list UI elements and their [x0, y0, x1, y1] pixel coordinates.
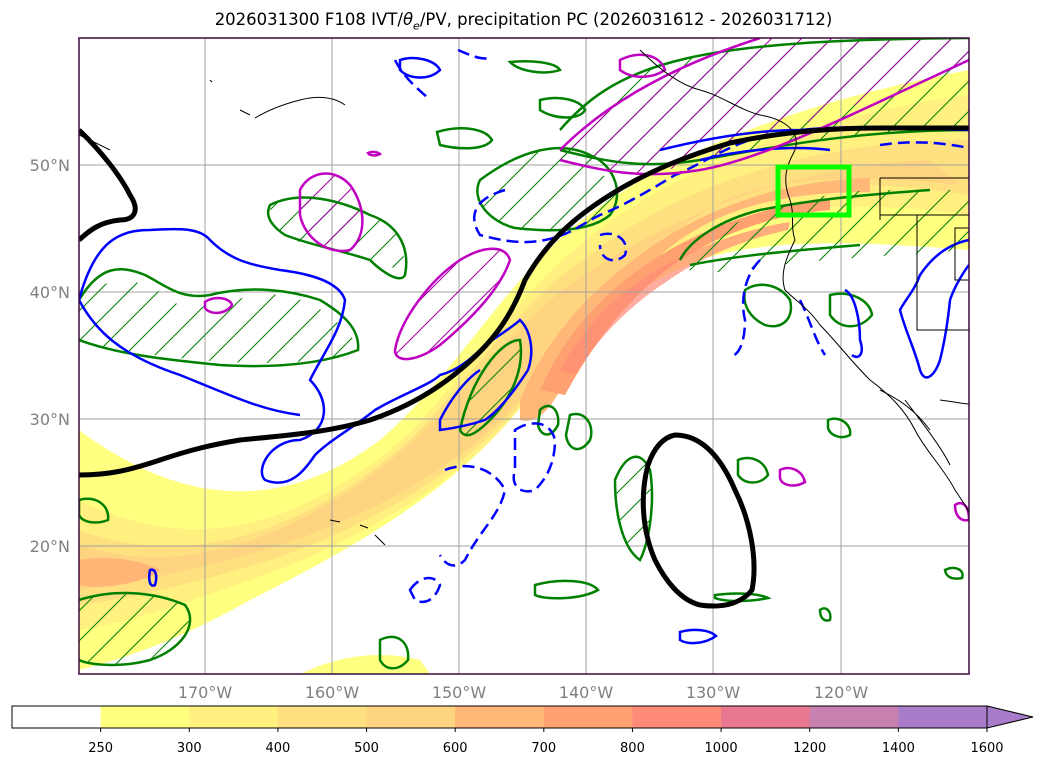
- blue-contours: [79, 56, 969, 645]
- colorbar-label: 1000: [705, 741, 738, 756]
- hatch-region-magenta-c: [395, 248, 510, 360]
- ivt-band-700: [540, 198, 830, 395]
- lon-label: 130°W: [686, 683, 741, 702]
- colorbar-cell: [366, 706, 456, 728]
- title-prefix: 2026031300 F108 IVT/: [214, 10, 403, 29]
- colorbar-label: 700: [531, 741, 556, 756]
- hatch-region-magenta-w: [300, 173, 363, 251]
- colorbar-cell: [277, 706, 368, 728]
- colorbar-labels: 250 300 400 500 600 700 800 1000 1200 1400 1600: [88, 728, 1004, 756]
- lat-label: 50°N: [30, 156, 70, 175]
- colorbar-cell: [12, 706, 102, 728]
- lon-label: 160°W: [305, 683, 360, 702]
- colorbar-label: 500: [354, 741, 379, 756]
- colorbar-label: 300: [177, 741, 202, 756]
- colorbar-label: 1600: [970, 741, 1003, 756]
- ivt-band-600: [520, 178, 870, 421]
- colorbar-cell: [721, 706, 811, 728]
- colorbar-cells: [12, 706, 988, 728]
- lon-label: 170°W: [178, 683, 233, 702]
- colorbar-cell: [809, 706, 899, 728]
- title-suffix: /PV, precipitation PC (2026031612 - 2026…: [419, 10, 833, 29]
- colorbar-cell: [898, 706, 988, 728]
- colorbar-cell: [189, 706, 279, 728]
- hatch-region-sw: [79, 593, 191, 665]
- ivt-band-800: [560, 222, 790, 375]
- lon-label: 140°W: [559, 683, 614, 702]
- lat-label: 20°N: [30, 537, 70, 556]
- colorbar-label: 250: [88, 741, 113, 756]
- hatch-region-west: [79, 281, 360, 363]
- hatch-region-center: [460, 340, 521, 436]
- lon-labels: 170°W 160°W 150°W 140°W 130°W 120°W: [178, 683, 869, 702]
- colorbar-cell: [632, 706, 722, 728]
- black-pv-contours: [79, 125, 969, 609]
- ivt-band-500: [79, 160, 960, 590]
- colorbar-label: 1200: [793, 741, 826, 756]
- hatch-region-ak: [560, 38, 969, 174]
- colorbar-cell: [100, 706, 190, 728]
- target-box: [775, 164, 852, 218]
- colorbar-label: 800: [620, 741, 645, 756]
- lat-label: 40°N: [30, 283, 70, 302]
- lat-label: 30°N: [30, 410, 70, 429]
- map-title: 2026031300 F108 IVT/θe/PV, precipitation…: [0, 10, 1047, 32]
- colorbar-frame: [11, 705, 988, 729]
- hatch-region-coast: [680, 190, 969, 273]
- title-theta-sub: e: [413, 19, 420, 33]
- map-area: [79, 38, 969, 674]
- ivt-band-south: [79, 558, 160, 587]
- colorbar-label: 1400: [882, 741, 915, 756]
- lon-label: 120°W: [814, 683, 869, 702]
- colorbar: 250 300 400 500 600 700 800 1000 1200 1400 1600: [11, 705, 1034, 756]
- coastlines: [79, 49, 969, 546]
- colorbar-cell: [543, 706, 633, 728]
- lon-label: 150°W: [432, 683, 487, 702]
- title-theta: θ: [402, 10, 414, 29]
- colorbar-label: 400: [265, 741, 290, 756]
- colorbar-cell: [455, 706, 545, 728]
- colorbar-extend-arrow: [986, 705, 1034, 729]
- colorbar-label: 600: [443, 741, 468, 756]
- map-frame: [78, 37, 970, 675]
- lat-labels: 50°N 40°N 30°N 20°N: [30, 156, 70, 556]
- magenta-contours: [203, 38, 969, 522]
